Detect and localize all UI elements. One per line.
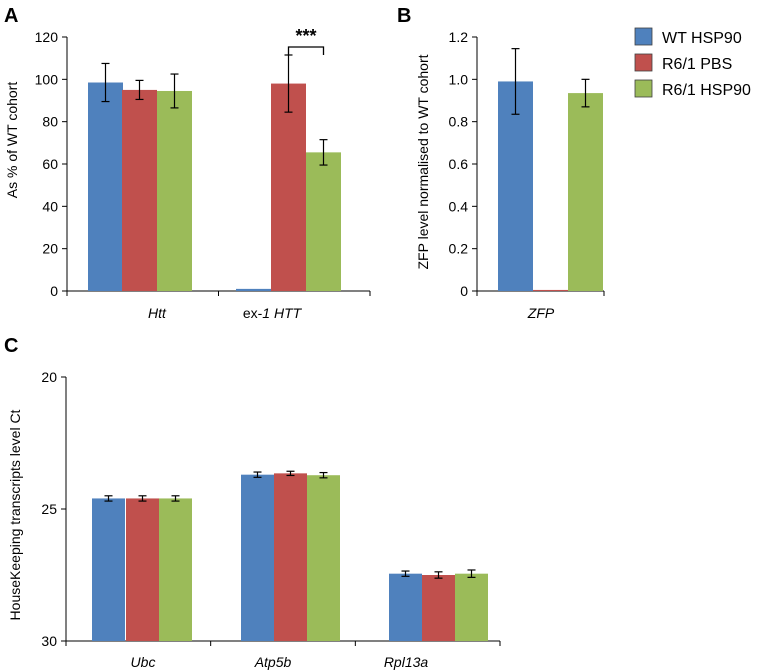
panel-b-ytick-label: 0.2 bbox=[449, 241, 469, 257]
panel-b-ytick-label: 0.4 bbox=[449, 198, 469, 214]
panel-b-bar-r6-1-pbs bbox=[533, 289, 568, 291]
panel-c-bar-wt-hsp90 bbox=[92, 498, 125, 641]
panel-b-chart: ZFP level normalised to WT cohort 0 0.2 0.… bbox=[415, 29, 605, 321]
panel-c-category-italic: Atp5b bbox=[254, 654, 292, 670]
panel-b-bar-wt-hsp90 bbox=[498, 81, 533, 291]
panel-c-ytick-label: 30 bbox=[41, 633, 57, 649]
panel-a-category-italic: Htt bbox=[148, 305, 167, 321]
panel-c-bar-wt-hsp90 bbox=[389, 573, 422, 641]
panel-a-ytick-label: 120 bbox=[35, 29, 59, 45]
panel-c-chart: HouseKeeping transcripts level Ct 20 25 30… bbox=[7, 369, 501, 670]
panel-a-bar-r6-1-hsp90 bbox=[306, 152, 341, 291]
panel-c-bar-r6-1-hsp90 bbox=[159, 498, 192, 641]
panel-a-ytick-label: 60 bbox=[42, 156, 58, 172]
panel-b-bar-r6-1-hsp90 bbox=[568, 93, 603, 291]
panel-c-category-italic: Rpl13a bbox=[384, 654, 429, 670]
panel-a-category-label: ex-1 HTT bbox=[243, 305, 303, 321]
panel-b-ytick-label: 1.2 bbox=[449, 29, 469, 45]
panel-c-category-label: Ubc bbox=[131, 654, 156, 670]
panel-a-bar-r6-1-pbs bbox=[271, 83, 306, 291]
panel-c-bar-wt-hsp90 bbox=[241, 474, 274, 641]
panel-a-bar-r6-1-pbs bbox=[122, 89, 157, 292]
panel-a-ytick-label: 0 bbox=[50, 283, 58, 299]
panel-c-bar-r6-1-hsp90 bbox=[455, 573, 488, 641]
panel-c-bar-r6-1-pbs bbox=[126, 498, 159, 641]
panel-c-ylabel: HouseKeeping transcripts level Ct bbox=[7, 409, 23, 620]
panel-b-ytick-label: 0.8 bbox=[449, 114, 469, 130]
panel-a-letter: A bbox=[4, 5, 18, 27]
panel-c-bar-r6-1-pbs bbox=[422, 575, 455, 641]
panel-c-ytick-label: 20 bbox=[41, 369, 57, 385]
panel-a-ytick-label: 40 bbox=[42, 198, 58, 214]
panel-b-letter: B bbox=[397, 5, 411, 27]
panel-a-ytick-label: 80 bbox=[42, 114, 58, 130]
panel-b-ytick-label: 0.6 bbox=[449, 156, 469, 172]
panel-c-bar-r6-1-hsp90 bbox=[307, 475, 340, 641]
panel-b-ylabel: ZFP level normalised to WT cohort bbox=[415, 54, 431, 269]
panel-a-significance-bracket bbox=[287, 46, 325, 55]
legend: WT HSP90 R6/1 PBS R6/1 HSP90 bbox=[634, 27, 751, 99]
panel-c-bar-r6-1-pbs bbox=[274, 473, 307, 641]
panel-c-category-italic: Ubc bbox=[131, 654, 156, 670]
panel-b-ytick-label: 1.0 bbox=[449, 71, 469, 87]
panel-b-category-italic: ZFP bbox=[527, 305, 555, 321]
legend-swatch-wt-hsp90 bbox=[634, 27, 653, 46]
panel-c-letter: C bbox=[4, 335, 18, 357]
panel-a-category-label: Htt bbox=[148, 305, 167, 321]
panel-a-ytick-label: 20 bbox=[42, 241, 58, 257]
panel-a-bar-wt-hsp90 bbox=[236, 288, 271, 291]
panel-a-bar-r6-1-hsp90 bbox=[157, 90, 192, 291]
panel-c-category-label: Atp5b bbox=[254, 654, 292, 670]
panel-a-chart: As % of WT cohort 0 20 40 60 80 100 120 Htt ex-1… bbox=[4, 26, 371, 321]
panel-b-ytick-label: 0 bbox=[460, 283, 468, 299]
panel-a-bar-wt-hsp90 bbox=[88, 82, 123, 291]
legend-swatch-r6-1-pbs bbox=[634, 53, 653, 72]
legend-label-wt-hsp90: WT HSP90 bbox=[662, 30, 742, 47]
panel-a-ytick-label: 100 bbox=[35, 71, 59, 87]
panel-a-category-prefix: ex- bbox=[243, 305, 263, 321]
panel-c-category-label: Rpl13a bbox=[384, 654, 429, 670]
legend-label-r6-1-pbs: R6/1 PBS bbox=[662, 56, 732, 73]
panel-a-ylabel: As % of WT cohort bbox=[4, 82, 20, 199]
panel-a-significance-label: *** bbox=[295, 26, 316, 46]
panel-a-category-italic: 1 HTT bbox=[262, 305, 302, 321]
legend-swatch-r6-1-hsp90 bbox=[634, 79, 653, 98]
panel-c-ytick-label: 25 bbox=[41, 501, 57, 517]
legend-label-r6-1-hsp90: R6/1 HSP90 bbox=[662, 82, 751, 99]
panel-b-category-label: ZFP bbox=[527, 305, 555, 321]
